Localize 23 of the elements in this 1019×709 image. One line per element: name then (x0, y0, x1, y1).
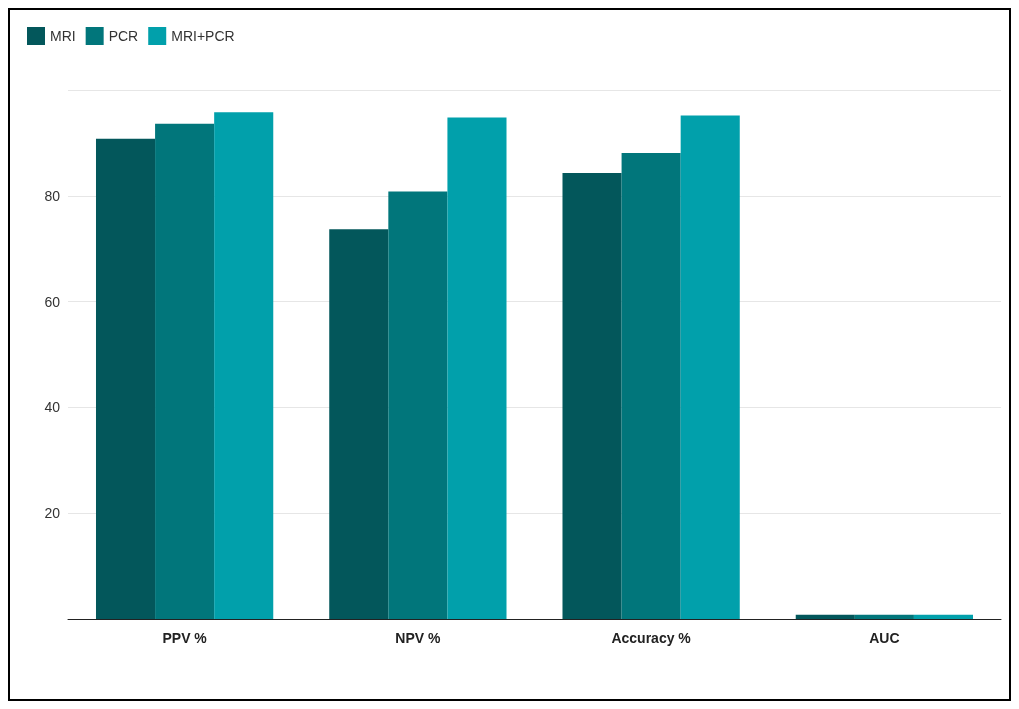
legend-label: MRI (50, 28, 76, 44)
bar (680, 115, 740, 619)
x-tick-label: AUC (869, 630, 900, 646)
legend-label: MRI+PCR (171, 28, 235, 44)
y-tick-label: 60 (44, 293, 61, 310)
y-tick-label: 20 (44, 505, 61, 522)
bar (155, 123, 215, 619)
bar (95, 138, 156, 619)
bar (329, 229, 389, 619)
bar (795, 614, 855, 619)
bar (913, 614, 974, 619)
y-tick-label: 40 (44, 399, 61, 416)
x-tick-label: PPV % (162, 630, 208, 646)
bar (854, 614, 914, 619)
bar (388, 191, 448, 619)
x-tick-label: Accuracy % (611, 630, 692, 646)
bar (214, 112, 274, 619)
x-tick-label: NPV % (395, 630, 441, 646)
bar (447, 117, 507, 619)
legend-label: PCR (108, 28, 139, 44)
bar (562, 173, 622, 619)
bar (621, 152, 681, 619)
y-tick-label: 80 (44, 187, 61, 204)
